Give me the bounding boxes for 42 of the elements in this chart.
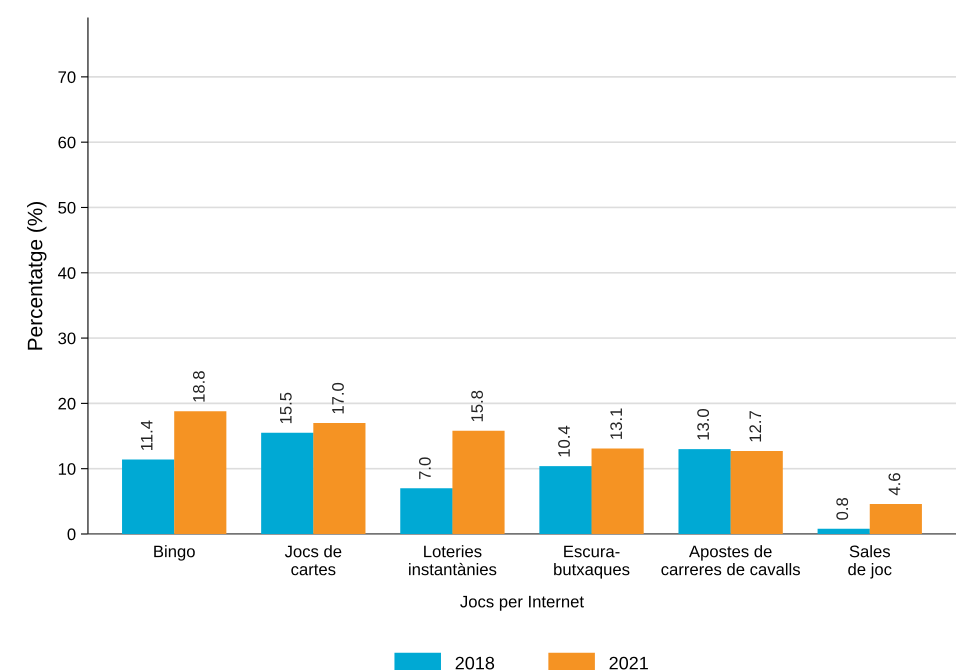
bar bbox=[870, 504, 922, 534]
legend-label: 2018 bbox=[456, 656, 494, 670]
data-label: 17.0 bbox=[332, 382, 344, 414]
y-tick-label: 60 bbox=[58, 136, 76, 148]
x-tick-label: Loteries instantànies bbox=[409, 545, 496, 576]
y-axis-title: Percentatge (%) bbox=[27, 202, 46, 350]
y-tick-label: 50 bbox=[58, 202, 76, 214]
bar bbox=[313, 422, 366, 534]
x-tick-label: Jocs de cartes bbox=[284, 545, 342, 576]
data-label: 12.7 bbox=[749, 411, 762, 442]
data-label: 10.4 bbox=[558, 426, 570, 456]
data-label: 7.0 bbox=[419, 457, 431, 480]
data-label: 18.8 bbox=[192, 371, 205, 402]
data-label: 13.0 bbox=[697, 408, 710, 440]
bar bbox=[400, 488, 452, 534]
x-axis-title: Jocs per Internet bbox=[460, 596, 584, 611]
data-label: 0.8 bbox=[836, 498, 848, 520]
y-tick-label: 20 bbox=[58, 398, 76, 410]
bar bbox=[122, 460, 174, 534]
y-tick-label: 40 bbox=[58, 267, 76, 279]
x-tick-label: Sales de joc bbox=[848, 545, 892, 579]
data-label: 15.8 bbox=[471, 390, 483, 422]
bar bbox=[539, 466, 592, 534]
x-tick-label: Escura- butxaques bbox=[554, 546, 630, 579]
data-label: 15.5 bbox=[280, 392, 292, 424]
x-tick-label: Apostes de carreres de cavalls bbox=[661, 545, 800, 576]
bar bbox=[678, 449, 731, 534]
data-label: 13.1 bbox=[610, 408, 622, 439]
y-tick-label: 0 bbox=[68, 528, 76, 540]
y-tick-label: 70 bbox=[58, 71, 76, 84]
bar bbox=[174, 411, 226, 534]
legend-label: 2021 bbox=[610, 656, 648, 670]
bar bbox=[592, 448, 644, 534]
data-label: 11.4 bbox=[140, 420, 152, 450]
x-tick-label: Bingo bbox=[154, 545, 195, 561]
bar bbox=[452, 430, 505, 534]
bar bbox=[818, 528, 870, 534]
data-label: 4.6 bbox=[888, 473, 900, 496]
bar bbox=[730, 451, 783, 534]
y-tick-label: 30 bbox=[58, 332, 76, 344]
bar bbox=[261, 432, 314, 534]
y-tick-label: 10 bbox=[58, 463, 76, 475]
